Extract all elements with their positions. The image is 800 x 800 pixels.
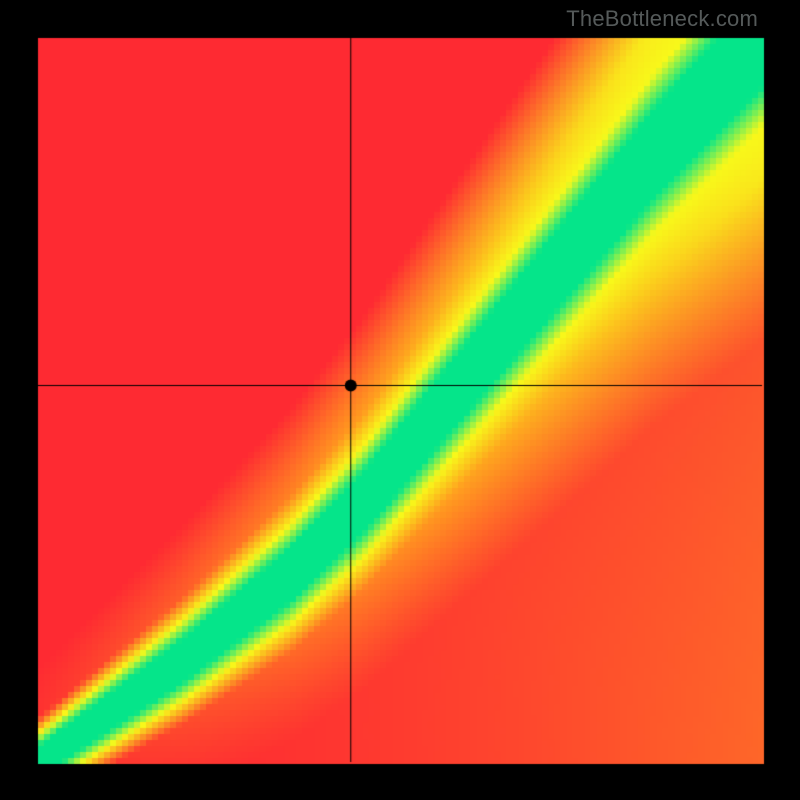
attribution-text: TheBottleneck.com <box>566 6 758 32</box>
bottleneck-heatmap <box>0 0 800 800</box>
chart-container: { "attribution": "TheBottleneck.com", "c… <box>0 0 800 800</box>
